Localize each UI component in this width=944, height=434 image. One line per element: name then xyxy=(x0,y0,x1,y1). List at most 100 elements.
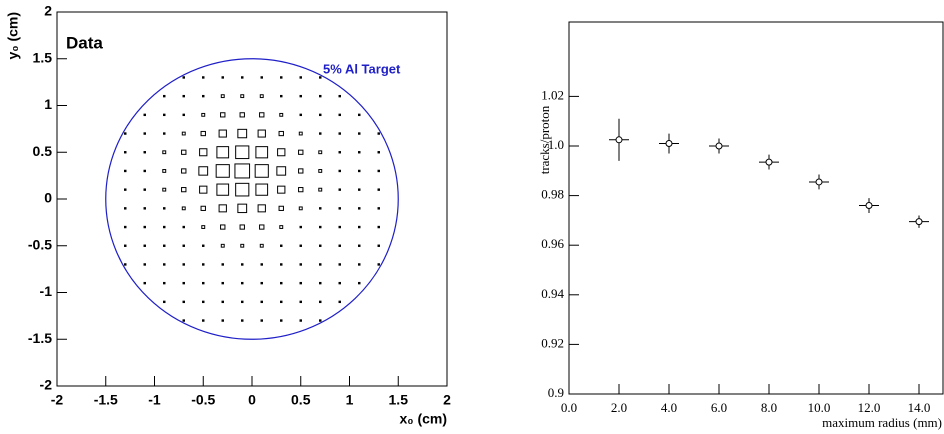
bin-box xyxy=(143,113,146,117)
bin-box xyxy=(143,244,146,247)
bin-box xyxy=(181,187,187,193)
bin-box xyxy=(299,244,302,247)
bin-box xyxy=(241,300,244,304)
point xyxy=(915,218,923,226)
bin-box xyxy=(259,112,265,118)
x-tick-label: 6.0 xyxy=(711,400,727,415)
bin-box xyxy=(143,207,146,210)
bin-box xyxy=(280,300,283,304)
bin-box xyxy=(202,244,205,247)
y-tick-label: -1 xyxy=(40,283,53,299)
bin-box xyxy=(220,243,225,248)
y-tick-label: 0 xyxy=(44,190,52,206)
bin-box xyxy=(319,300,322,304)
bin-box xyxy=(280,281,283,285)
bin-box xyxy=(319,113,322,117)
bin-box xyxy=(319,263,322,266)
bin-box xyxy=(221,263,224,266)
bin-box xyxy=(358,281,361,285)
bin-box xyxy=(237,128,248,139)
bin-box xyxy=(280,244,283,247)
bin-box xyxy=(299,76,302,79)
bin-box xyxy=(163,207,166,210)
bin-box xyxy=(143,169,146,173)
bin-box xyxy=(200,130,206,137)
y-tick-label: 0.96 xyxy=(541,236,564,251)
bin-box xyxy=(162,169,167,173)
bin-box xyxy=(240,243,245,248)
bin-box xyxy=(280,76,283,79)
bin-box xyxy=(259,243,264,248)
bin-box xyxy=(278,205,284,211)
bin-box xyxy=(257,129,266,138)
bin-box xyxy=(299,319,302,322)
bin-box xyxy=(199,185,208,194)
bin-box xyxy=(143,281,146,285)
y-tick-label: 0.98 xyxy=(541,187,564,202)
bin-box xyxy=(124,263,127,266)
bin-box xyxy=(182,263,185,266)
x-tick-label: -2 xyxy=(51,392,64,408)
bin-box xyxy=(260,300,263,304)
x-tick-label: -0.5 xyxy=(191,392,215,408)
bin-box xyxy=(358,263,361,266)
bin-box xyxy=(143,151,146,154)
x-tick-label: -1.5 xyxy=(94,392,118,408)
bin-box xyxy=(358,113,361,117)
bin-box xyxy=(319,281,322,285)
bin-box xyxy=(278,130,284,137)
bin-box xyxy=(338,300,341,304)
bin-box xyxy=(220,224,226,230)
bin-box xyxy=(257,204,266,213)
bin-box xyxy=(319,207,322,210)
bin-box xyxy=(216,183,230,196)
point xyxy=(815,178,823,186)
bin-box xyxy=(319,225,322,229)
bin-box xyxy=(202,300,205,304)
point xyxy=(615,136,623,144)
bin-box xyxy=(235,145,250,160)
x-tick-label: 14.0 xyxy=(908,400,931,415)
bin-box xyxy=(237,203,248,214)
bin-box xyxy=(279,225,284,229)
bin-box xyxy=(260,281,263,285)
point xyxy=(665,140,673,148)
bin-box xyxy=(182,319,185,322)
bin-box xyxy=(202,281,205,285)
bin-box xyxy=(338,169,341,173)
point xyxy=(765,158,773,166)
bin-box xyxy=(240,94,245,99)
bin-box xyxy=(124,151,127,154)
bin-box xyxy=(319,319,322,322)
bin-box xyxy=(198,166,209,176)
bin-box xyxy=(163,244,166,247)
bin-box xyxy=(201,225,206,229)
bin-box xyxy=(216,146,230,159)
bin-box xyxy=(338,188,341,191)
y-tick-label: -0.5 xyxy=(28,236,52,252)
bin-box xyxy=(377,169,380,173)
y-tick-label: 1 xyxy=(44,96,52,112)
bin-box xyxy=(163,300,166,304)
bin-box xyxy=(124,188,127,191)
bin-box xyxy=(338,94,341,98)
bin-box xyxy=(338,113,341,117)
bin-box xyxy=(181,206,186,211)
bin-box xyxy=(318,150,323,155)
bin-box xyxy=(377,132,380,135)
bin-box xyxy=(338,281,341,285)
target-circle xyxy=(105,58,399,340)
bin-box xyxy=(200,205,206,211)
bin-box xyxy=(298,149,304,155)
bin-box xyxy=(124,132,127,135)
bin-box xyxy=(124,225,127,229)
bin-box xyxy=(163,281,166,285)
bin-box xyxy=(298,131,303,136)
bin-box xyxy=(255,183,269,196)
bin-box xyxy=(182,113,185,117)
point xyxy=(865,202,873,210)
bin-box xyxy=(124,244,127,247)
bin-box xyxy=(163,263,166,266)
bin-box xyxy=(277,185,286,194)
bin-box xyxy=(215,164,230,178)
